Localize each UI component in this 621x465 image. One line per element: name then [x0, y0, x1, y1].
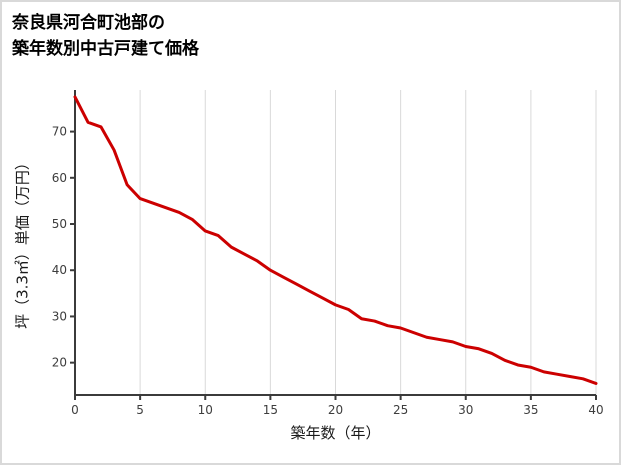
price-series-line: [73, 95, 598, 385]
y-tick-label: 20: [52, 356, 67, 370]
x-tick-label: 10: [198, 403, 213, 417]
y-tick-label: 30: [52, 309, 67, 323]
y-tick-label: 60: [52, 171, 67, 185]
y-tick-label: 70: [52, 125, 67, 139]
y-tick-label: 40: [52, 263, 67, 277]
chart-title: 奈良県河合町池部の 築年数別中古戸建て価格: [12, 10, 199, 63]
x-tick-label: 40: [588, 403, 603, 417]
x-tick-label: 35: [523, 403, 538, 417]
x-axis-label: 築年数（年）: [290, 424, 381, 442]
chart-title-line-1: 奈良県河合町池部の: [12, 13, 165, 33]
y-tick-label: 50: [52, 217, 67, 231]
x-tick-label: 0: [71, 403, 79, 417]
x-tick-label: 5: [136, 403, 144, 417]
x-tick-label: 20: [328, 403, 343, 417]
x-tick-label: 30: [458, 403, 473, 417]
chart-title-line-2: 築年数別中古戸建て価格: [12, 39, 199, 60]
x-tick-label: 25: [393, 403, 408, 417]
x-tick-label: 15: [263, 403, 278, 417]
